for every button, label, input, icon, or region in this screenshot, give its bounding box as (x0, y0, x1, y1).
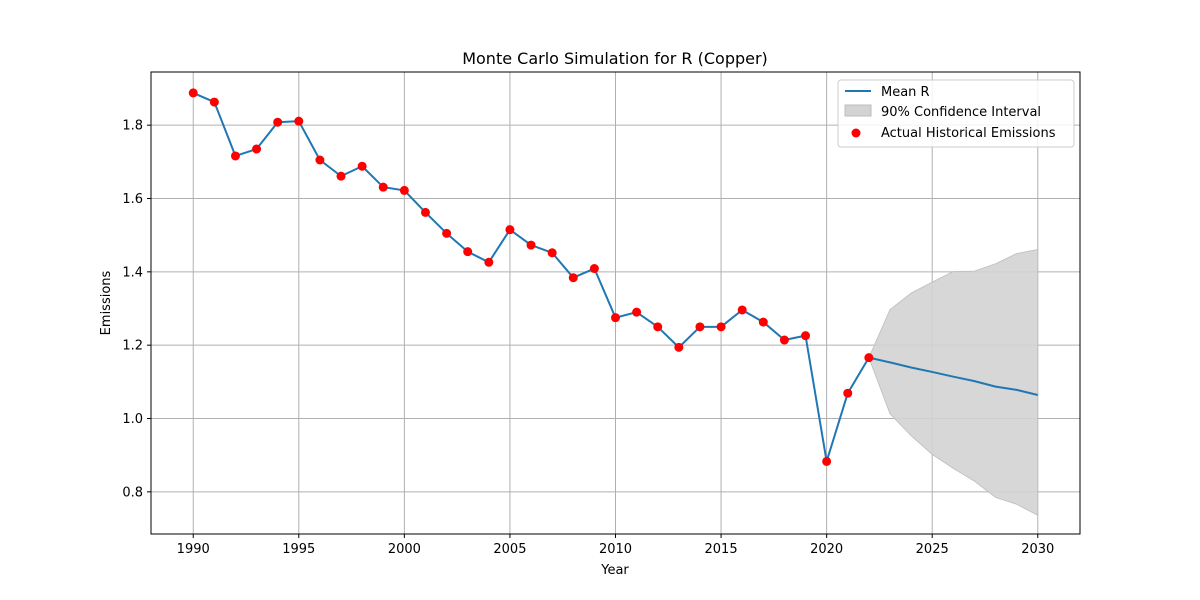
historical-point (779, 335, 789, 345)
historical-point (505, 225, 515, 235)
historical-point (357, 161, 367, 171)
x-axis-label: Year (600, 563, 629, 578)
y-tick-label: 1.6 (122, 192, 143, 207)
x-tick-label: 1990 (177, 542, 210, 557)
historical-points-layer (188, 88, 874, 466)
historical-point (632, 307, 642, 317)
historical-point (864, 353, 874, 363)
historical-point (589, 264, 599, 274)
x-tick-label: 2025 (916, 542, 949, 557)
y-axis-label: Emissions (99, 270, 114, 335)
historical-point (737, 305, 747, 315)
historical-point (695, 322, 705, 332)
historical-point (420, 207, 430, 217)
x-tick-label: 1995 (282, 542, 315, 557)
legend-label-mean: Mean R (881, 85, 930, 100)
historical-point (188, 88, 198, 98)
x-tick-label: 2030 (1021, 542, 1054, 557)
legend-box (837, 79, 1075, 148)
confidence-band (868, 248, 1039, 516)
x-axis-ticks: 1990 1995 2000 2005 2010 2015 2020 2025 2030 (177, 534, 1054, 557)
historical-point (822, 456, 832, 466)
y-tick-label: 1.2 (122, 339, 143, 354)
historical-point (568, 273, 578, 283)
x-tick-label: 2015 (705, 542, 738, 557)
y-tick-label: 1.0 (122, 412, 143, 427)
historical-point (209, 97, 219, 107)
historical-point (674, 342, 684, 352)
x-tick-label: 2000 (388, 542, 421, 557)
historical-point (230, 151, 240, 161)
historical-point (463, 247, 473, 257)
historical-point (315, 155, 325, 165)
historical-point (273, 117, 283, 127)
y-tick-label: 1.4 (122, 265, 143, 280)
historical-point (526, 240, 536, 250)
historical-point (716, 322, 726, 332)
y-tick-label: 1.8 (122, 119, 143, 134)
x-tick-label: 2010 (599, 542, 632, 557)
y-tick-label: 0.8 (122, 485, 143, 500)
legend-label-confidence: 90% Confidence Interval (881, 105, 1041, 120)
historical-point (399, 185, 409, 195)
historical-point (484, 257, 494, 267)
historical-point (843, 388, 853, 398)
historical-point (801, 331, 811, 341)
chart-title: Monte Carlo Simulation for R (Copper) (462, 49, 768, 68)
legend-swatch-historical-point (851, 128, 861, 138)
historical-point (758, 317, 768, 327)
historical-point (378, 182, 388, 192)
x-tick-label: 2005 (493, 542, 526, 557)
grid (151, 72, 1080, 534)
historical-point (611, 313, 620, 323)
historical-point (653, 322, 663, 332)
historical-point (294, 116, 304, 126)
y-axis-ticks: 0.8 1.0 1.2 1.4 1.6 1.8 (122, 119, 151, 500)
historical-point (547, 248, 557, 258)
x-tick-label: 2020 (810, 542, 843, 557)
legend: Mean R 90% Confidence Interval Actual Hi… (837, 79, 1075, 148)
historical-point (442, 228, 452, 238)
legend-label-historical: Actual Historical Emissions (881, 126, 1056, 141)
confidence-band-layer (868, 248, 1039, 516)
legend-swatch-confidence-band (844, 104, 872, 117)
historical-point (336, 171, 346, 181)
historical-point (252, 144, 262, 154)
